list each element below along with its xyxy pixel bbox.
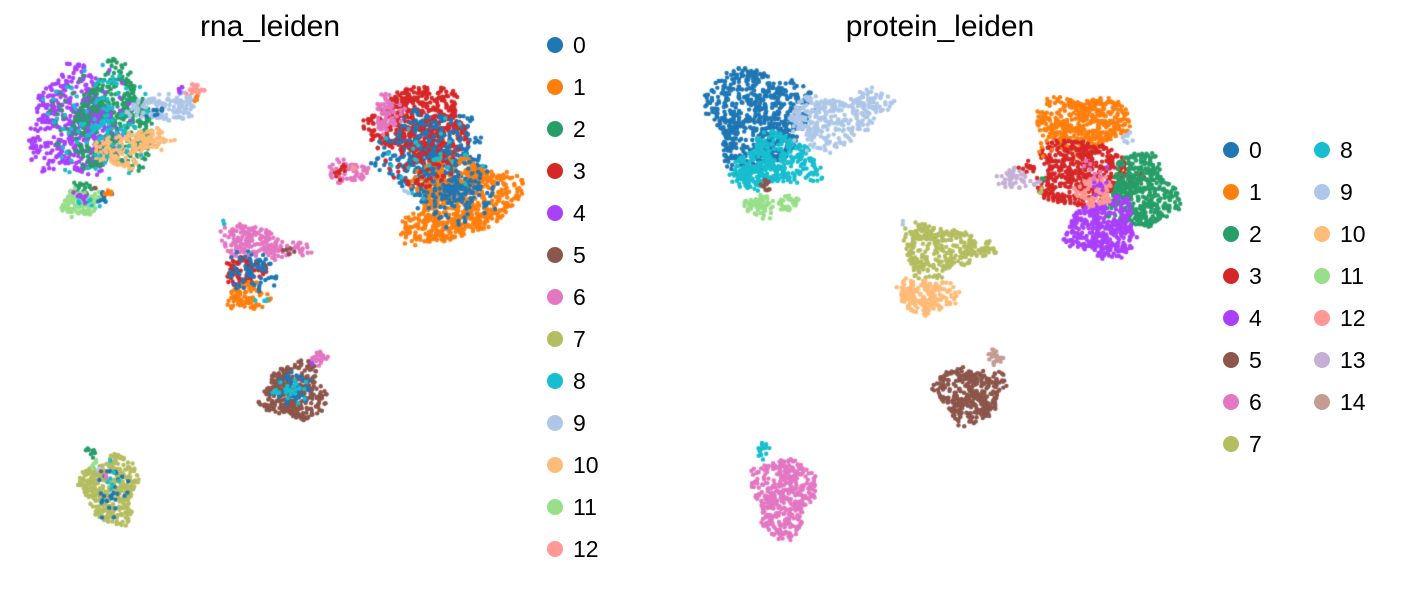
legend-protein-leiden: 0 1 2 3 4 5 6 7 8 9 10 11 12 13 14 (1223, 129, 1404, 465)
legend-label: 11 (1340, 262, 1364, 289)
legend-column: 0 1 2 3 4 5 6 7 8 9 10 11 12 (547, 24, 599, 570)
legend-item-cluster-9: 9 (1314, 171, 1404, 213)
legend-dot-icon (547, 289, 563, 305)
legend-label: 6 (573, 283, 586, 310)
legend-item-cluster-1: 1 (547, 66, 599, 108)
legend-label: 13 (1340, 346, 1366, 373)
legend-item-cluster-2: 2 (547, 108, 599, 150)
legend-item-cluster-3: 3 (547, 150, 599, 192)
legend-dot-icon (547, 373, 563, 389)
legend-label: 6 (1249, 388, 1262, 415)
legend-label: 8 (573, 367, 586, 394)
legend-label: 5 (573, 241, 586, 268)
legend-item-cluster-0: 0 (1223, 129, 1314, 171)
legend-item-cluster-12: 12 (1314, 297, 1404, 339)
legend-dot-icon (1223, 184, 1239, 200)
legend-item-cluster-2: 2 (1223, 213, 1314, 255)
legend-item-cluster-10: 10 (547, 444, 599, 486)
legend-label: 12 (1340, 304, 1366, 331)
legend-rna-leiden: 0 1 2 3 4 5 6 7 8 9 10 11 12 (547, 24, 599, 570)
legend-dot-icon (1223, 436, 1239, 452)
legend-label: 9 (1340, 178, 1353, 205)
legend-label: 8 (1340, 136, 1353, 163)
legend-label: 2 (573, 115, 586, 142)
legend-label: 10 (1340, 220, 1366, 247)
legend-column: 8 9 10 11 12 13 14 (1314, 129, 1404, 465)
legend-label: 4 (1249, 304, 1262, 331)
legend-column: 0 1 2 3 4 5 6 7 (1223, 129, 1314, 465)
legend-item-cluster-3: 3 (1223, 255, 1314, 297)
legend-label: 4 (573, 199, 586, 226)
legend-dot-icon (1223, 352, 1239, 368)
legend-item-cluster-11: 11 (1314, 255, 1404, 297)
legend-dot-icon (547, 499, 563, 515)
legend-label: 7 (573, 325, 586, 352)
legend-item-cluster-4: 4 (1223, 297, 1314, 339)
legend-item-cluster-10: 10 (1314, 213, 1404, 255)
legend-item-cluster-1: 1 (1223, 171, 1314, 213)
legend-item-cluster-6: 6 (1223, 381, 1314, 423)
legend-item-cluster-12: 12 (547, 528, 599, 570)
legend-dot-icon (1314, 226, 1330, 242)
legend-label: 11 (573, 493, 597, 520)
legend-label: 1 (1249, 178, 1262, 205)
legend-dot-icon (1314, 310, 1330, 326)
legend-item-cluster-5: 5 (1223, 339, 1314, 381)
legend-dot-icon (547, 541, 563, 557)
legend-item-cluster-14: 14 (1314, 381, 1404, 423)
legend-dot-icon (547, 415, 563, 431)
legend-item-cluster-11: 11 (547, 486, 599, 528)
legend-label: 2 (1249, 220, 1262, 247)
legend-label: 14 (1340, 388, 1366, 415)
legend-dot-icon (547, 79, 563, 95)
legend-dot-icon (1314, 184, 1330, 200)
legend-dot-icon (1314, 352, 1330, 368)
legend-item-cluster-8: 8 (547, 360, 599, 402)
legend-item-cluster-9: 9 (547, 402, 599, 444)
legend-dot-icon (547, 37, 563, 53)
legend-dot-icon (1223, 310, 1239, 326)
legend-item-cluster-4: 4 (547, 192, 599, 234)
panel-title-protein-leiden: protein_leiden (845, 10, 1035, 43)
legend-dot-icon (1223, 142, 1239, 158)
legend-dot-icon (547, 331, 563, 347)
legend-label: 10 (573, 451, 599, 478)
legend-item-cluster-0: 0 (547, 24, 599, 66)
legend-dot-icon (547, 121, 563, 137)
legend-item-cluster-7: 7 (547, 318, 599, 360)
legend-label: 12 (573, 535, 599, 562)
legend-dot-icon (1314, 268, 1330, 284)
legend-item-cluster-8: 8 (1314, 129, 1404, 171)
legend-item-cluster-6: 6 (547, 276, 599, 318)
legend-dot-icon (1314, 394, 1330, 410)
legend-label: 3 (573, 157, 586, 184)
legend-dot-icon (1223, 268, 1239, 284)
legend-dot-icon (1223, 394, 1239, 410)
legend-dot-icon (547, 457, 563, 473)
legend-label: 7 (1249, 430, 1262, 457)
legend-label: 1 (573, 73, 586, 100)
legend-label: 9 (573, 409, 586, 436)
legend-item-cluster-7: 7 (1223, 423, 1314, 465)
legend-label: 0 (1249, 136, 1262, 163)
legend-label: 0 (573, 31, 586, 58)
legend-dot-icon (547, 247, 563, 263)
legend-dot-icon (547, 163, 563, 179)
legend-dot-icon (1314, 142, 1330, 158)
legend-label: 5 (1249, 346, 1262, 373)
legend-item-cluster-13: 13 (1314, 339, 1404, 381)
legend-label: 3 (1249, 262, 1262, 289)
legend-item-cluster-5: 5 (547, 234, 599, 276)
legend-dot-icon (547, 205, 563, 221)
panel-title-rna-leiden: rna_leiden (199, 10, 341, 43)
legend-dot-icon (1223, 226, 1239, 242)
